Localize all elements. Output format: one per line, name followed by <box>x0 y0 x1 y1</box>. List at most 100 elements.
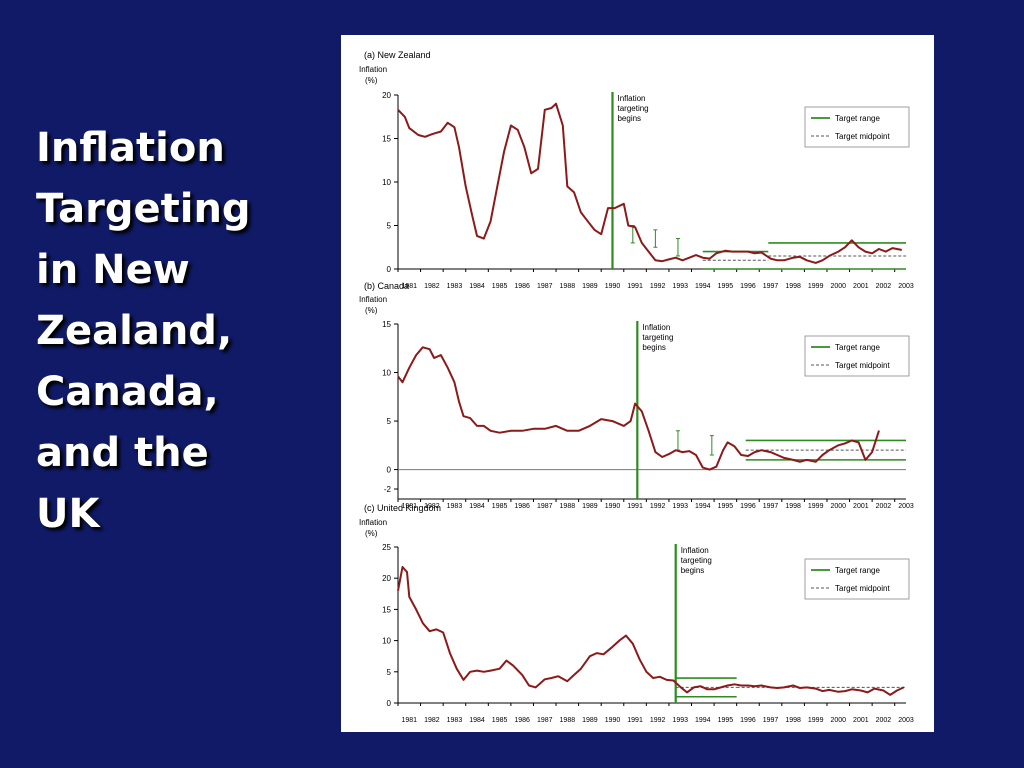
inflation-data-point <box>903 686 905 689</box>
inflation-data-point <box>821 454 824 456</box>
inflation-data-point <box>639 658 641 660</box>
inflation-data-point <box>408 127 410 129</box>
inflation-data-point <box>706 688 708 690</box>
x-tick-label: 2002 <box>876 283 892 290</box>
inflation-data-point <box>747 455 749 457</box>
x-tick-label: 2000 <box>830 503 846 510</box>
inflation-data-point <box>490 220 492 222</box>
inflation-data-point <box>837 251 839 253</box>
inflation-data-point <box>580 211 582 213</box>
inflation-data-point <box>695 454 697 456</box>
inflation-data-point <box>537 168 539 170</box>
x-tick-label: 1997 <box>763 283 779 290</box>
x-tick-label: 2003 <box>898 717 914 724</box>
legend-box <box>804 558 910 600</box>
inflation-data-point <box>433 357 435 359</box>
inflation-data-point <box>465 185 467 187</box>
x-tick-label: 2001 <box>853 283 869 290</box>
inflation-data-point <box>415 354 417 356</box>
targeting-annotation: Inflation targeting begins <box>642 323 673 352</box>
inflation-data-point <box>828 255 830 257</box>
y-tick-label: 20 <box>382 91 391 100</box>
inflation-data-point <box>799 256 801 258</box>
legend-target-range-label: Target range <box>835 343 880 352</box>
inflation-data-point <box>611 646 614 648</box>
inflation-data-point <box>648 430 650 432</box>
inflation-data-point <box>462 415 465 417</box>
legend-target-midpoint-label: Target midpoint <box>835 132 890 141</box>
inflation-data-point <box>625 635 627 637</box>
inflation-data-point <box>731 251 733 253</box>
x-tick-label: 1985 <box>492 283 508 290</box>
inflation-data-point <box>462 679 465 681</box>
x-tick-label: 1993 <box>672 283 688 290</box>
x-tick-label: 1999 <box>808 503 824 510</box>
inflation-data-point <box>837 691 839 693</box>
inflation-data-point <box>738 251 740 253</box>
x-tick-label: 2000 <box>830 717 846 724</box>
x-tick-label: 1981 <box>401 283 417 290</box>
inflation-data-point <box>440 130 442 133</box>
inflation-data-point <box>435 628 437 631</box>
inflation-data-point <box>422 622 424 624</box>
inflation-data-point <box>860 689 862 692</box>
inflation-data-point <box>754 451 756 453</box>
inflation-data-point <box>442 631 444 634</box>
inflation-data-point <box>851 439 853 442</box>
legend-box <box>804 106 910 148</box>
inflation-data-point <box>871 451 873 453</box>
x-tick-label: 1984 <box>469 503 485 510</box>
x-tick-label: 2003 <box>898 503 914 510</box>
inflation-data-point <box>397 375 399 377</box>
inflation-data-point <box>776 259 778 261</box>
inflation-data-point <box>858 441 860 443</box>
inflation-data-point <box>587 220 589 222</box>
inflation-data-point <box>632 643 634 645</box>
x-tick-label: 1989 <box>582 717 598 724</box>
y-tick-label: 10 <box>382 637 391 646</box>
panel-label: (b) Canada <box>364 281 409 291</box>
inflation-data-point <box>440 354 442 356</box>
inflation-data-point <box>792 459 794 461</box>
x-tick-label: 1984 <box>469 717 485 724</box>
inflation-data-point <box>589 425 591 427</box>
inflation-data-point <box>447 122 449 124</box>
x-tick-label: 1988 <box>560 283 576 290</box>
inflation-data-point <box>844 246 846 248</box>
inflation-data-point <box>600 418 602 420</box>
inflation-data-point <box>429 630 431 632</box>
inflation-data-point <box>713 688 715 690</box>
x-tick-label: 1982 <box>424 503 440 510</box>
inflation-data-point <box>776 454 778 456</box>
inflation-data-point <box>550 107 553 109</box>
inflation-data-point <box>401 566 404 568</box>
inflation-data-point <box>709 258 711 260</box>
inflation-data-point <box>666 679 668 681</box>
inflation-data-point <box>469 671 471 673</box>
x-tick-label: 2001 <box>853 717 869 724</box>
x-tick-label: 1993 <box>672 717 688 724</box>
inflation-data-point <box>614 207 616 209</box>
inflation-data-point <box>792 257 794 259</box>
inflation-data-point <box>611 420 614 422</box>
inflation-data-point <box>828 449 830 451</box>
inflation-data-point <box>702 257 704 259</box>
inflation-data-point <box>641 410 643 412</box>
inflation-data-point <box>760 684 763 687</box>
inflation-data-point <box>754 685 756 687</box>
inflation-data-point <box>544 678 546 680</box>
inflation-data-point <box>535 686 537 689</box>
inflation-data-point <box>566 680 568 682</box>
inflation-data-point <box>693 686 695 689</box>
inflation-data-point <box>806 459 808 461</box>
inflation-data-point <box>415 608 417 611</box>
inflation-data-point <box>562 124 564 127</box>
inflation-data-point <box>408 596 410 598</box>
panel-label: (c) United Kingdom <box>364 503 441 513</box>
inflation-data-point <box>806 686 808 689</box>
inflation-data-point <box>815 262 817 264</box>
inflation-data-point <box>896 689 898 692</box>
x-tick-label: 1995 <box>718 503 734 510</box>
inflation-data-point <box>505 660 507 662</box>
inflation-data-point <box>806 259 808 261</box>
